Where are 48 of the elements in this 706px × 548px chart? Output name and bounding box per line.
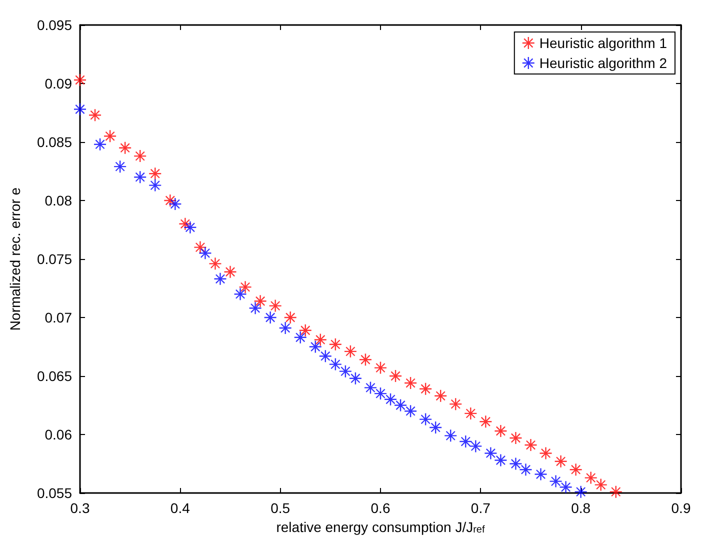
point — [269, 300, 282, 312]
y-tick-label: 0.085 — [36, 134, 72, 150]
point — [374, 362, 386, 374]
x-tick-label: 0.8 — [571, 500, 591, 516]
y-axis-title: Normalized rec. error e — [7, 187, 23, 331]
point — [349, 372, 362, 384]
point — [494, 424, 507, 437]
point — [584, 472, 597, 484]
point — [209, 258, 222, 270]
x-tick-label: 0.3 — [70, 500, 90, 516]
x-axis-title: relative energy consumption J/Jref — [276, 519, 485, 536]
y-tick-label: 0.055 — [36, 485, 72, 501]
point — [480, 416, 492, 428]
y-tick-label: 0.08 — [44, 192, 72, 208]
legend-label: Heuristic algorithm 2 — [539, 55, 668, 71]
point — [74, 103, 86, 116]
point — [444, 430, 457, 442]
point — [484, 447, 497, 460]
point — [364, 382, 376, 394]
point — [510, 432, 522, 444]
y-tick-label: 0.075 — [36, 251, 72, 267]
x-tick-label: 0.4 — [170, 500, 190, 516]
point — [510, 458, 522, 470]
point — [394, 399, 407, 412]
point — [494, 454, 507, 466]
point — [550, 475, 562, 488]
point — [570, 464, 582, 476]
point — [184, 221, 196, 234]
point — [420, 413, 432, 426]
point — [534, 468, 547, 480]
point — [554, 455, 567, 468]
point — [524, 439, 537, 452]
x-tick-label: 0.9 — [671, 500, 691, 516]
point — [329, 358, 342, 370]
point — [610, 486, 622, 498]
y-tick-label: 0.06 — [44, 426, 72, 442]
y-tick-label: 0.095 — [36, 17, 72, 33]
y-tick-label: 0.09 — [44, 76, 72, 92]
point — [470, 440, 482, 452]
y-tick-label: 0.07 — [44, 310, 72, 326]
x-tick-label: 0.5 — [270, 500, 290, 516]
x-tick-label: 0.7 — [470, 500, 491, 516]
legend-label: Heuristic algorithm 1 — [539, 35, 668, 51]
point — [574, 486, 587, 498]
point — [540, 447, 552, 460]
point — [339, 365, 352, 378]
y-tick-label: 0.065 — [36, 368, 72, 384]
x-tick-label: 0.6 — [370, 500, 390, 516]
